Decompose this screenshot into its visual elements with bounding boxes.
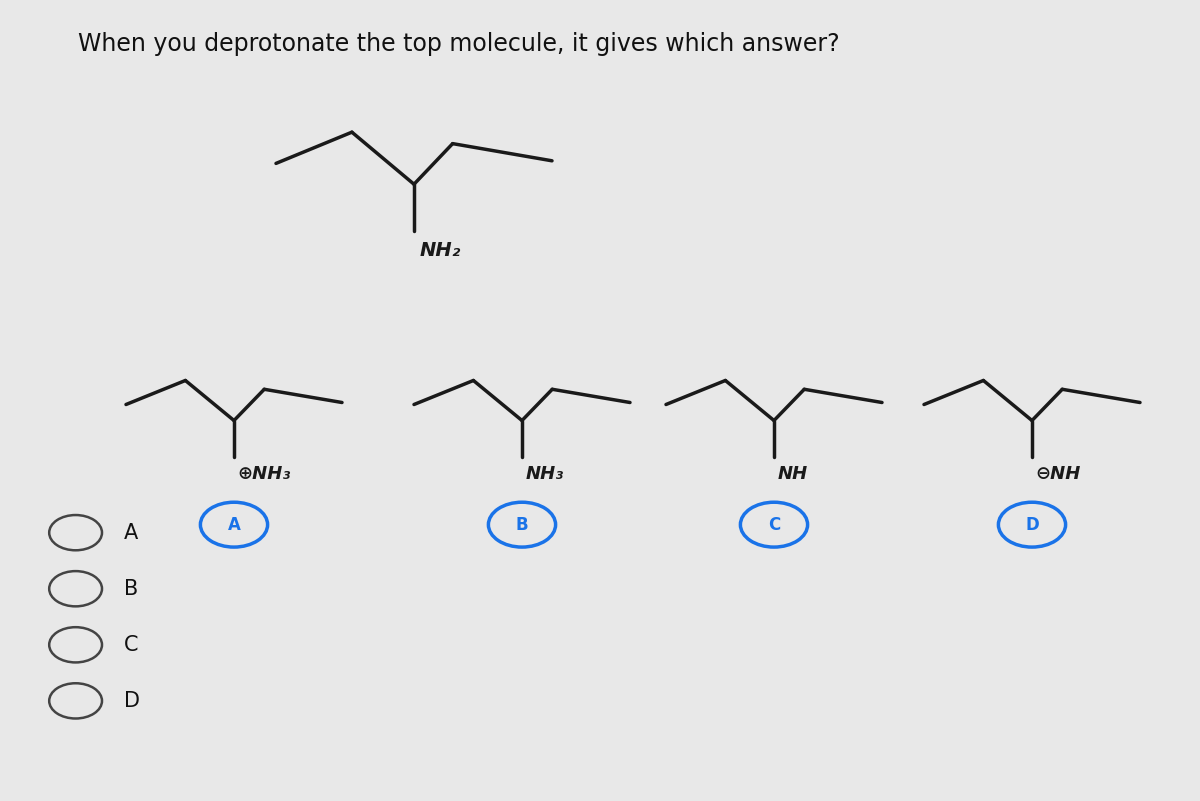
- Text: C: C: [124, 635, 138, 654]
- Text: B: B: [516, 516, 528, 533]
- Text: NH₂: NH₂: [420, 240, 461, 260]
- Text: B: B: [124, 579, 138, 598]
- Text: D: D: [1025, 516, 1039, 533]
- Text: A: A: [124, 523, 138, 542]
- Text: NH: NH: [778, 465, 808, 482]
- Text: A: A: [228, 516, 240, 533]
- Text: ⊖NH: ⊖NH: [1036, 465, 1081, 482]
- Text: C: C: [768, 516, 780, 533]
- Text: D: D: [124, 691, 139, 710]
- Text: When you deprotonate the top molecule, it gives which answer?: When you deprotonate the top molecule, i…: [78, 32, 840, 56]
- Text: NH₃: NH₃: [526, 465, 564, 482]
- Text: ⊕NH₃: ⊕NH₃: [238, 465, 290, 482]
